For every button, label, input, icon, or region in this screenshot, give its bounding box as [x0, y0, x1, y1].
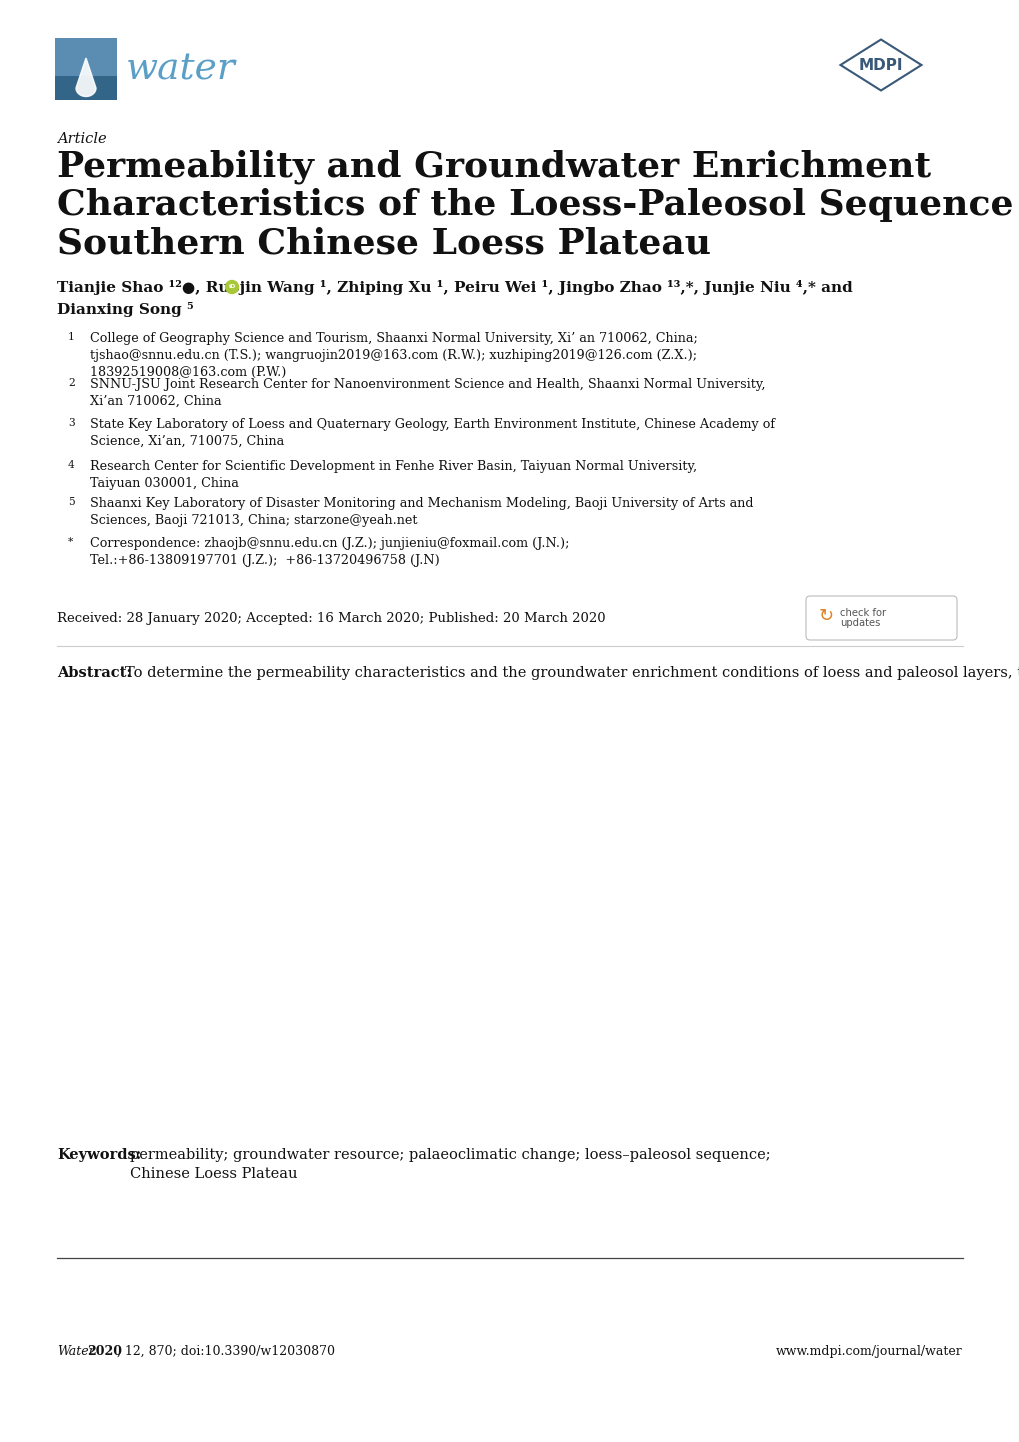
Text: Shaanxi Key Laboratory of Disaster Monitoring and Mechanism Modeling, Baoji Univ: Shaanxi Key Laboratory of Disaster Monit… — [90, 497, 753, 528]
Text: College of Geography Science and Tourism, Shaanxi Normal University, Xi’ an 7100: College of Geography Science and Tourism… — [90, 332, 697, 379]
Text: *: * — [68, 536, 73, 547]
Circle shape — [225, 281, 238, 294]
Text: permeability; groundwater resource; palaeoclimatic change; loess–paleosol sequen: permeability; groundwater resource; pala… — [129, 1148, 770, 1181]
Text: Received: 28 January 2020; Accepted: 16 March 2020; Published: 20 March 2020: Received: 28 January 2020; Accepted: 16 … — [57, 611, 605, 624]
Polygon shape — [76, 58, 96, 97]
Text: 2: 2 — [68, 378, 74, 388]
Text: State Key Laboratory of Loess and Quaternary Geology, Earth Environment Institut: State Key Laboratory of Loess and Quater… — [90, 418, 774, 448]
Text: 4: 4 — [68, 460, 74, 470]
Text: Dianxing Song ⁵: Dianxing Song ⁵ — [57, 301, 194, 317]
Text: Permeability and Groundwater Enrichment: Permeability and Groundwater Enrichment — [57, 150, 930, 185]
FancyBboxPatch shape — [55, 37, 117, 99]
Text: Abstract:: Abstract: — [57, 666, 131, 681]
Text: Characteristics of the Loess-Paleosol Sequence in the: Characteristics of the Loess-Paleosol Se… — [57, 187, 1019, 222]
Text: SNNU-JSU Joint Research Center for Nanoenvironment Science and Health, Shaanxi N: SNNU-JSU Joint Research Center for Nanoe… — [90, 378, 764, 408]
FancyBboxPatch shape — [55, 76, 117, 99]
Text: , 12, 870; doi:10.3390/w12030870: , 12, 870; doi:10.3390/w12030870 — [117, 1345, 334, 1358]
Text: iD: iD — [228, 284, 235, 290]
Text: ↻: ↻ — [817, 607, 833, 624]
Text: MDPI: MDPI — [858, 58, 903, 72]
Text: Southern Chinese Loess Plateau: Southern Chinese Loess Plateau — [57, 226, 710, 260]
Text: 1: 1 — [68, 332, 74, 342]
Text: Keywords:: Keywords: — [57, 1148, 141, 1162]
Text: To determine the permeability characteristics and the groundwater enrichment con: To determine the permeability characteri… — [125, 666, 1019, 681]
Text: Research Center for Scientific Development in Fenhe River Basin, Taiyuan Normal : Research Center for Scientific Developme… — [90, 460, 696, 490]
Text: updates: updates — [840, 619, 879, 629]
Text: 5: 5 — [68, 497, 74, 508]
Text: www.mdpi.com/journal/water: www.mdpi.com/journal/water — [775, 1345, 962, 1358]
FancyBboxPatch shape — [805, 596, 956, 640]
Text: Correspondence: zhaojb@snnu.edu.cn (J.Z.); junjieniu@foxmail.com (J.N.);
Tel.:+8: Correspondence: zhaojb@snnu.edu.cn (J.Z.… — [90, 536, 569, 567]
Text: Tianjie Shao ¹²●, Ruojin Wang ¹, Zhiping Xu ¹, Peiru Wei ¹, Jingbo Zhao ¹³,*, Ju: Tianjie Shao ¹²●, Ruojin Wang ¹, Zhiping… — [57, 280, 852, 296]
Text: water: water — [126, 52, 235, 88]
Text: 2020: 2020 — [87, 1345, 122, 1358]
Text: Water: Water — [57, 1345, 95, 1358]
Text: 3: 3 — [68, 418, 74, 428]
Text: check for: check for — [840, 609, 886, 619]
Text: Article: Article — [57, 133, 107, 146]
